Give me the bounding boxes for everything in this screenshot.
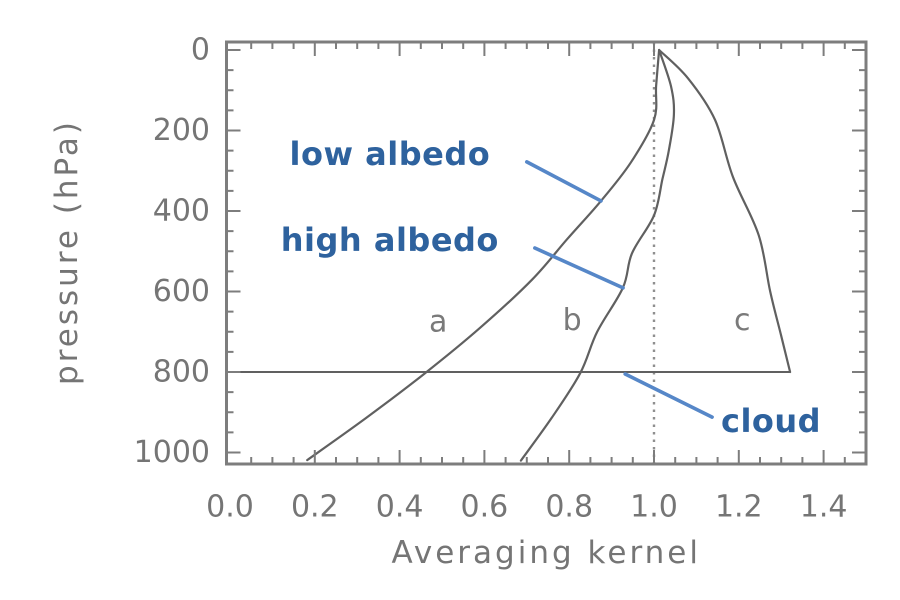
curve-letter-a: a — [429, 305, 447, 340]
annotation-pointer-high-albedo — [533, 246, 625, 290]
x-tick-label: 0.6 — [461, 490, 509, 525]
annotation-pointer-cloud — [623, 372, 714, 419]
x-tick-label: 0.2 — [291, 490, 339, 525]
y-tick-label: 1000 — [134, 435, 210, 470]
annotation-label-high-albedo: high albedo — [281, 221, 499, 259]
x-tick-label: 1.2 — [715, 490, 763, 525]
annotation-label-cloud: cloud — [721, 402, 821, 440]
curve-letter-b: b — [563, 303, 582, 338]
x-tick-label: 0.0 — [206, 490, 254, 525]
y-tick-label: 400 — [153, 194, 210, 229]
x-tick-label: 1.4 — [800, 490, 848, 525]
y-axis-title: pressure (hPa) — [49, 119, 85, 385]
curve-a-low-albedo — [306, 48, 661, 462]
x-tick-label: 0.8 — [545, 490, 593, 525]
y-tick-label: 200 — [153, 113, 210, 148]
plot-frame — [225, 40, 868, 466]
curve-b-high-albedo — [519, 48, 676, 462]
x-tick-label: 0.4 — [376, 490, 424, 525]
curve-letter-c: c — [734, 303, 751, 338]
annotation-pointer-low-albedo — [524, 160, 603, 203]
curve-c-cloud — [658, 48, 792, 374]
y-tick-label: 0 — [191, 33, 210, 68]
y-tick-label: 600 — [153, 274, 210, 309]
x-tick-label: 1.0 — [630, 490, 678, 525]
y-tick-label: 800 — [153, 355, 210, 390]
x-axis-title: Averaging kernel — [392, 535, 701, 571]
annotation-label-low-albedo: low albedo — [289, 135, 490, 173]
